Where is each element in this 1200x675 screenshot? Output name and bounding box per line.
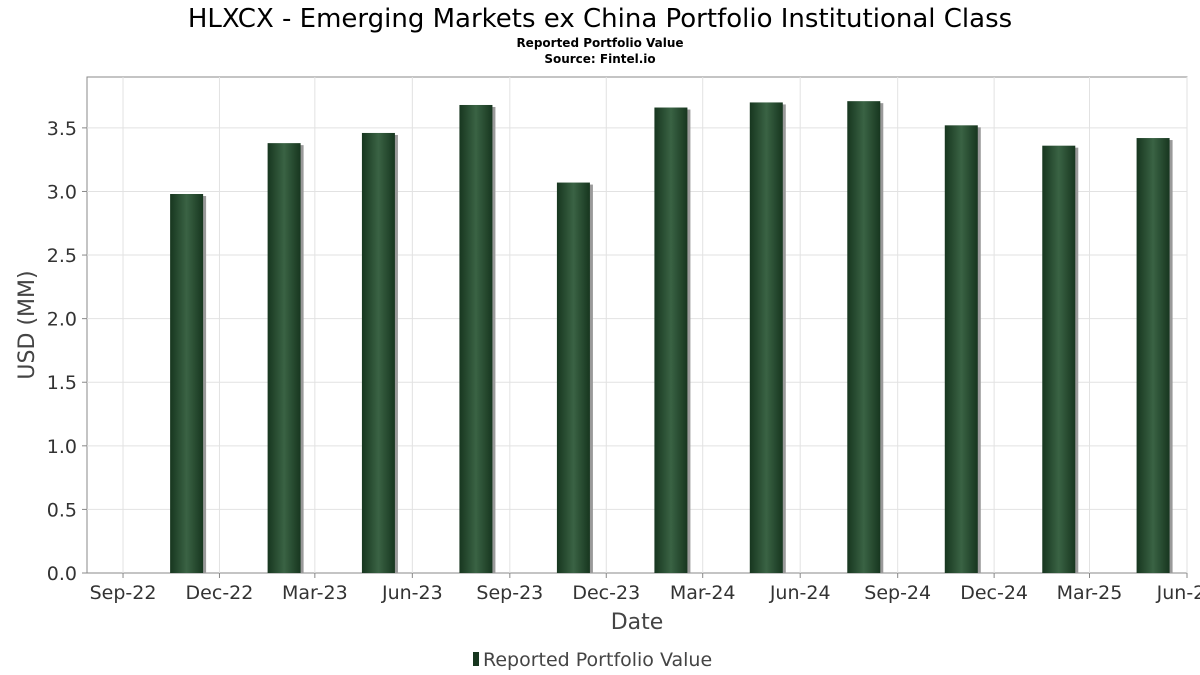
x-tick-label: Sep-23	[476, 582, 543, 604]
y-tick-label: 3.0	[47, 181, 77, 203]
x-tick-label: Dec-24	[960, 582, 1028, 604]
bars	[170, 101, 1173, 574]
bar	[267, 143, 301, 573]
bar	[459, 104, 493, 573]
x-tick-label: Mar-25	[1057, 582, 1123, 604]
x-tick-label: Mar-24	[670, 582, 736, 604]
x-tick-label: Sep-24	[864, 582, 931, 604]
bar	[361, 132, 395, 573]
y-tick-label: 0.5	[47, 499, 77, 521]
bar	[944, 125, 978, 574]
bar	[1136, 138, 1170, 574]
y-tick-label: 2.5	[47, 245, 77, 267]
x-tick-label: Jun-23	[381, 582, 443, 604]
bar	[749, 102, 783, 573]
x-tick-label: Sep-22	[90, 582, 157, 604]
chart-title: HLXCX - Emerging Markets ex China Portfo…	[188, 4, 1012, 34]
bar	[847, 101, 881, 574]
bar	[654, 107, 688, 574]
y-tick-label: 1.5	[47, 372, 77, 394]
chart-subtitle: Reported Portfolio Value	[516, 36, 683, 50]
bar	[170, 194, 204, 573]
x-tick-label: Dec-22	[186, 582, 254, 604]
legend-swatch	[473, 652, 479, 666]
x-axis-title: Date	[611, 610, 664, 635]
x-tick-label: Jun-24	[769, 582, 831, 604]
x-tick-label: Mar-23	[282, 582, 348, 604]
bar	[1042, 145, 1076, 573]
y-tick-label: 0.0	[47, 563, 77, 585]
x-tick-label: Jun-25	[1156, 582, 1200, 604]
y-tick-label: 2.0	[47, 309, 77, 331]
x-axis: Sep-22 Dec-22 Mar-23 Jun-23 Sep-23 Dec-23 Mar-…	[90, 573, 1200, 604]
bar	[556, 182, 590, 574]
y-axis-title: USD (MM)	[15, 270, 40, 379]
legend: Reported Portfolio Value	[473, 649, 712, 671]
x-tick-label: Dec-23	[572, 582, 640, 604]
legend-label: Reported Portfolio Value	[483, 649, 712, 671]
y-tick-label: 1.0	[47, 436, 77, 458]
y-axis: 0.0 0.5 1.0 1.5 2.0 2.5 3.0 3.5	[47, 118, 87, 585]
plot-area	[86, 76, 1188, 574]
chart-source: Source: Fintel.io	[544, 52, 655, 66]
y-tick-label: 3.5	[47, 118, 77, 140]
